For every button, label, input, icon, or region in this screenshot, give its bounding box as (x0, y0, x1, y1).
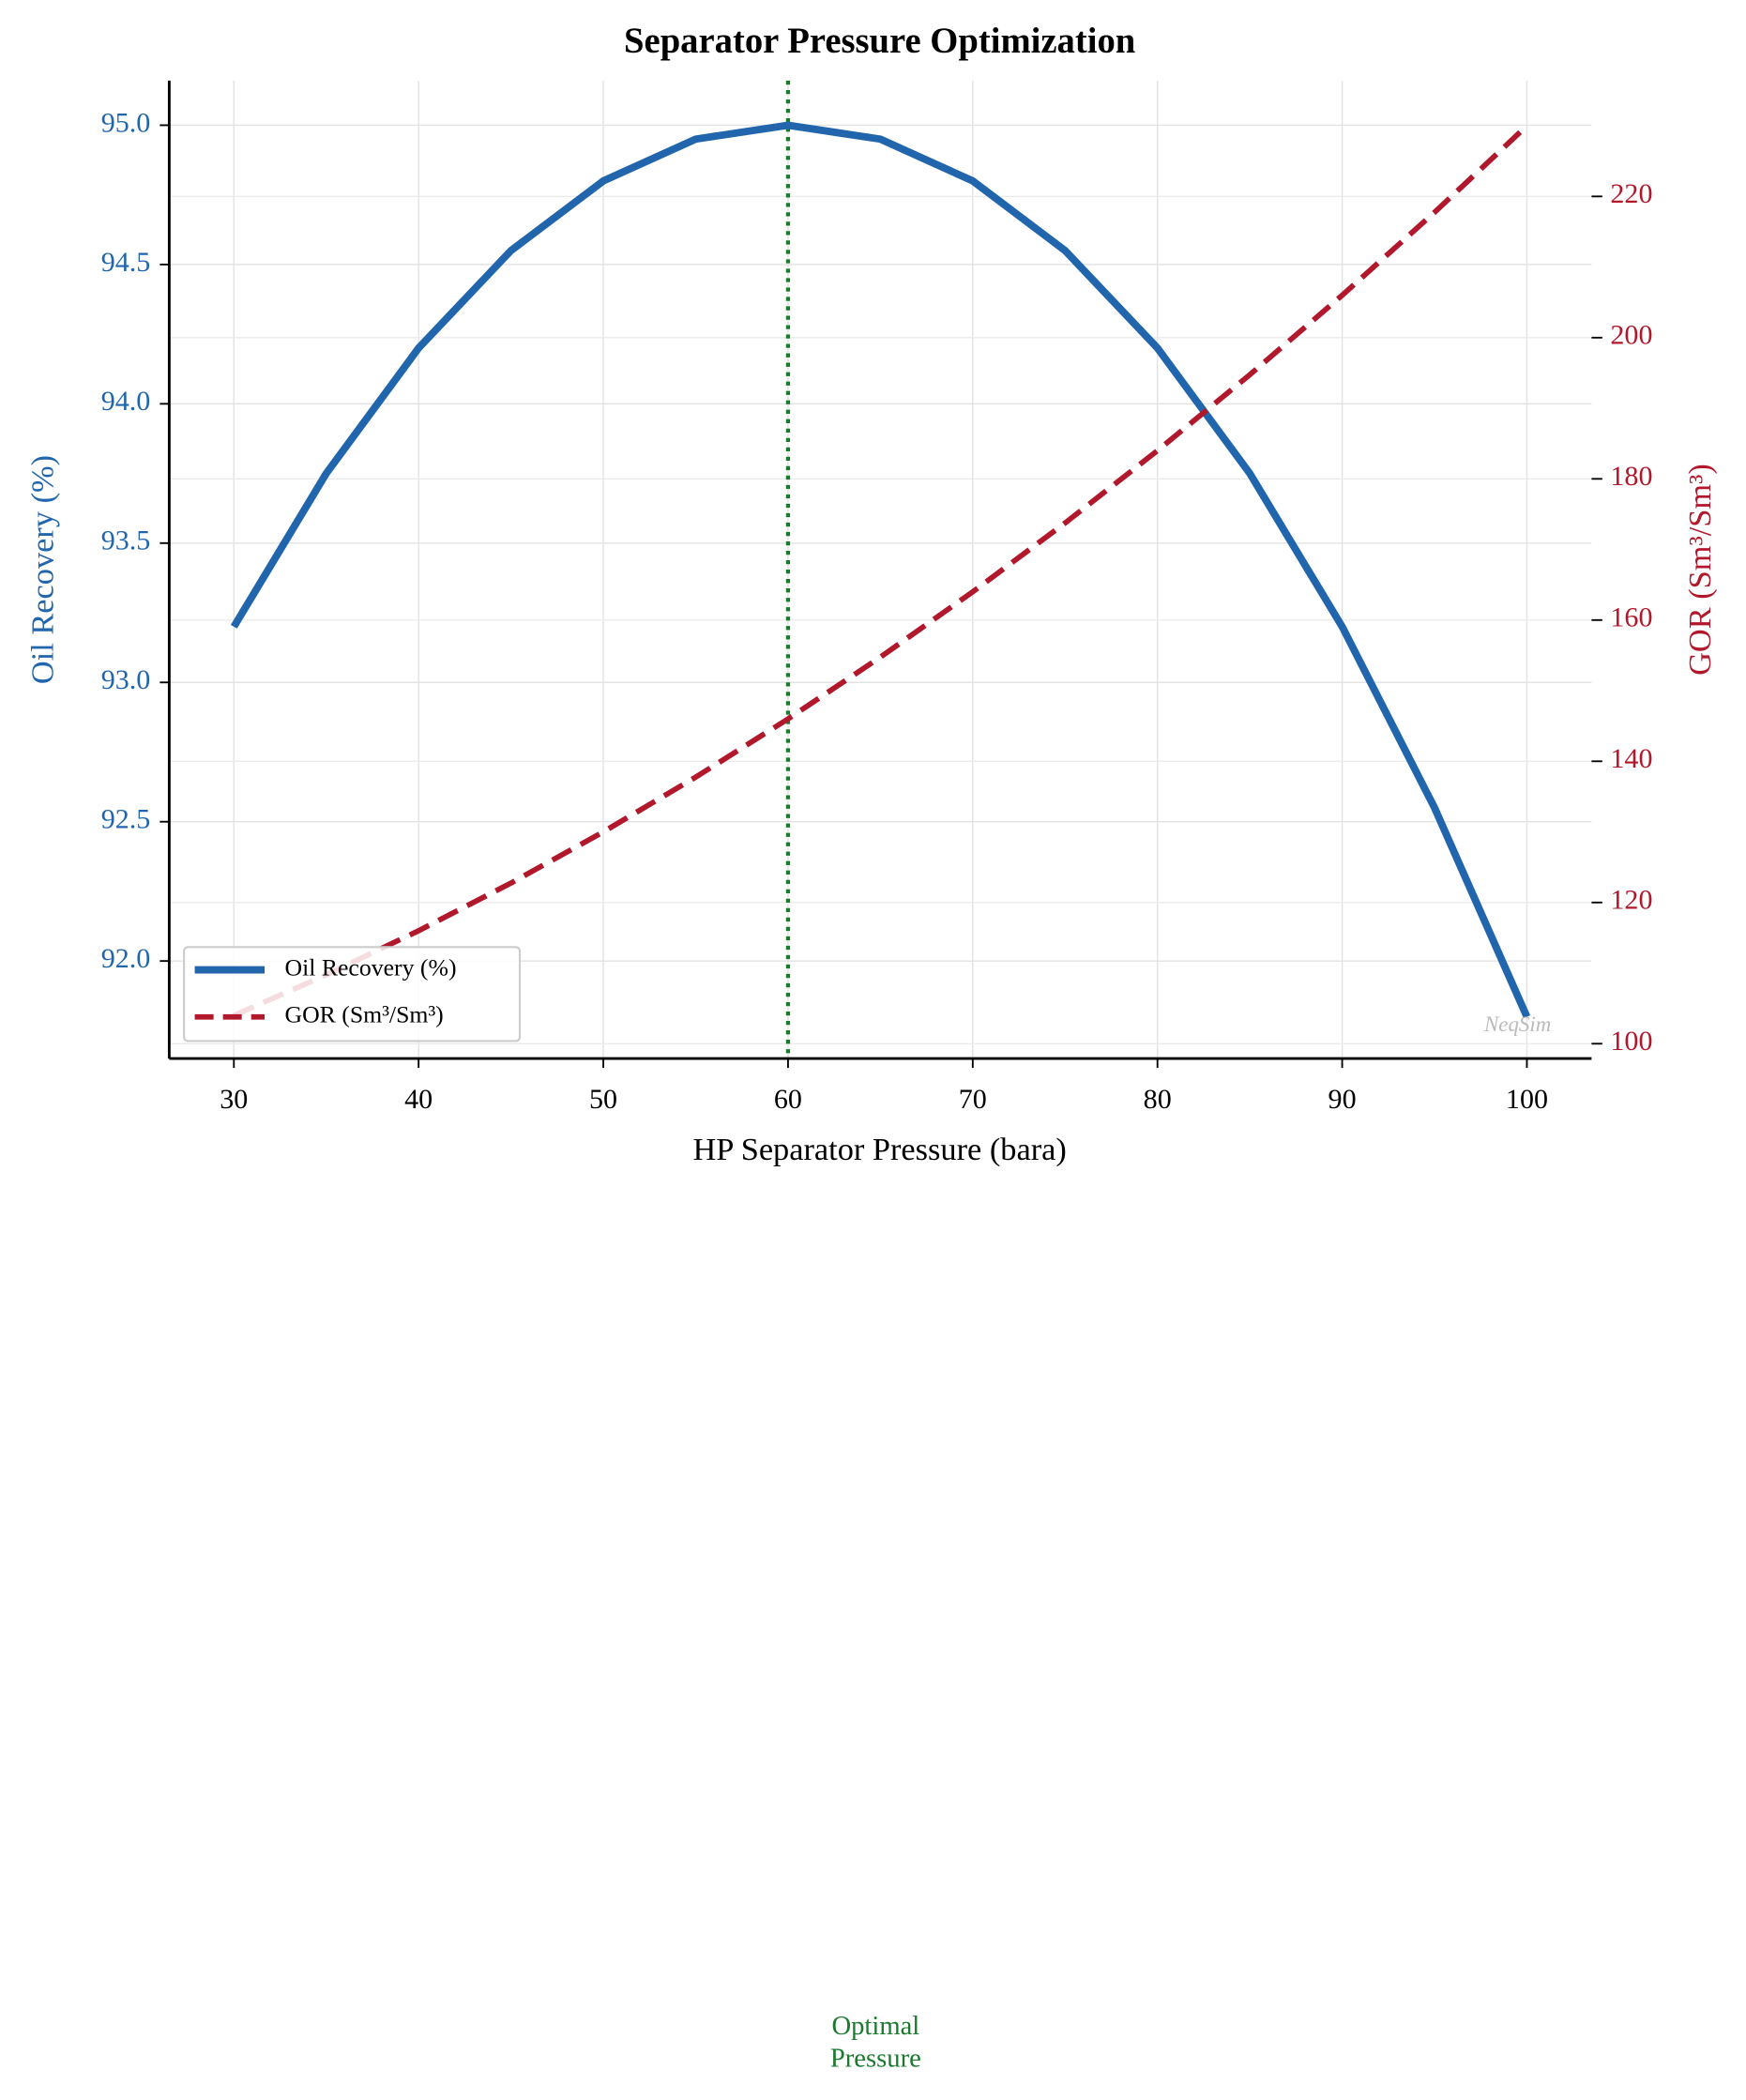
y2-tick-label: 100 (1610, 1025, 1652, 1057)
y-tick-label: 95.0 (101, 106, 151, 138)
y2-tick-label: 180 (1610, 460, 1652, 492)
chart-title: Separator Pressure Optimization (624, 22, 1135, 61)
y2-tick-label: 200 (1610, 319, 1652, 351)
x-tick-label: 40 (404, 1083, 433, 1115)
y-tick-label: 93.0 (101, 663, 151, 695)
x-tick-label: 50 (589, 1083, 617, 1115)
y2-tick-label: 140 (1610, 742, 1652, 774)
legend-label: GOR (Sm³/Sm³) (284, 1001, 443, 1028)
series-line (233, 123, 1529, 1018)
annotation: Optimal (831, 2011, 919, 2041)
x-tick-label: 80 (1144, 1083, 1172, 1115)
watermark: NeqSim (1483, 1012, 1551, 1036)
x-axis-label: HP Separator Pressure (bara) (693, 1132, 1067, 1167)
y2-axis-label: GOR (Sm³/Sm³) (1682, 464, 1718, 676)
y2-tick-label: 160 (1610, 601, 1652, 633)
legend-box (183, 946, 522, 1042)
y-tick-label: 94.0 (101, 385, 151, 417)
y-tick-label: 94.5 (101, 246, 151, 278)
x-tick-label: 90 (1328, 1083, 1357, 1115)
x-tick-label: 70 (959, 1083, 987, 1115)
y-tick-label: 92.0 (101, 942, 151, 974)
x-tick-label: 30 (220, 1083, 248, 1115)
y-tick-label: 92.5 (101, 803, 151, 835)
x-tick-label: 100 (1506, 1083, 1548, 1115)
annotation: Pressure (830, 2044, 921, 2074)
y-axis-label: Oil Recovery (%) (25, 455, 61, 684)
y-tick-label: 93.5 (101, 525, 151, 556)
legend-label: Oil Recovery (%) (284, 954, 456, 982)
x-tick-label: 60 (774, 1083, 802, 1115)
series-line (230, 121, 1531, 1019)
legend: Oil Recovery (%) GOR (Sm³/Sm³) (183, 946, 522, 1042)
y2-tick-label: 220 (1610, 177, 1652, 209)
y2-tick-label: 120 (1610, 884, 1652, 916)
